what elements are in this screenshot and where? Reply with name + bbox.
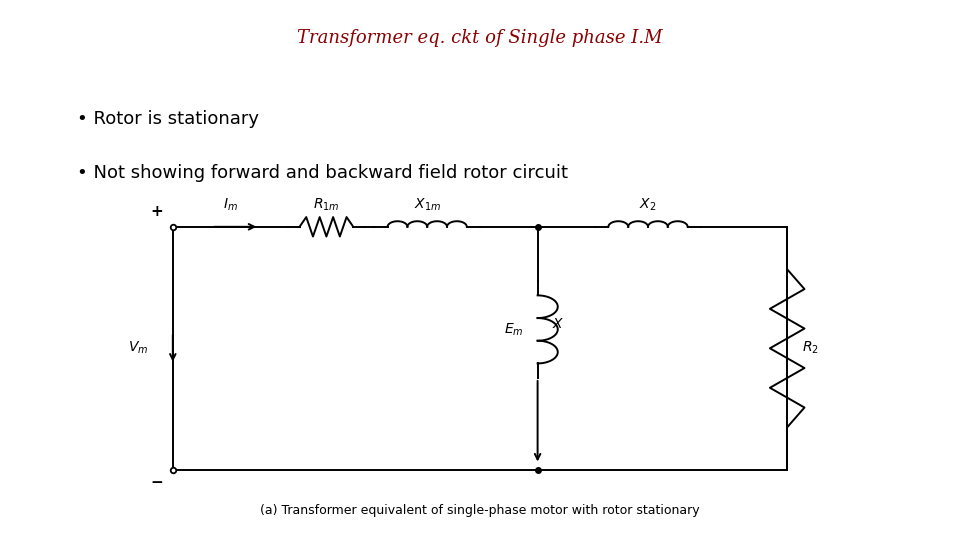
Text: $I_m$: $I_m$: [223, 197, 238, 213]
Text: $R_{1m}$: $R_{1m}$: [313, 197, 340, 213]
Text: $X_{1m}$: $X_{1m}$: [414, 197, 441, 213]
Text: $X$: $X$: [552, 317, 564, 331]
Text: $E_m$: $E_m$: [504, 321, 523, 338]
Text: • Rotor is stationary: • Rotor is stationary: [77, 110, 259, 128]
Text: (a) Transformer equivalent of single-phase motor with rotor stationary: (a) Transformer equivalent of single-pha…: [260, 504, 700, 517]
Text: • Not showing forward and backward field rotor circuit: • Not showing forward and backward field…: [77, 164, 567, 182]
Text: $V_m$: $V_m$: [129, 340, 149, 356]
Text: $X_2$: $X_2$: [639, 197, 657, 213]
Text: Transformer eq. ckt of Single phase I.M: Transformer eq. ckt of Single phase I.M: [298, 29, 662, 47]
Text: +: +: [151, 204, 163, 219]
Text: $R_2$: $R_2$: [802, 340, 819, 356]
Text: −: −: [151, 475, 163, 490]
